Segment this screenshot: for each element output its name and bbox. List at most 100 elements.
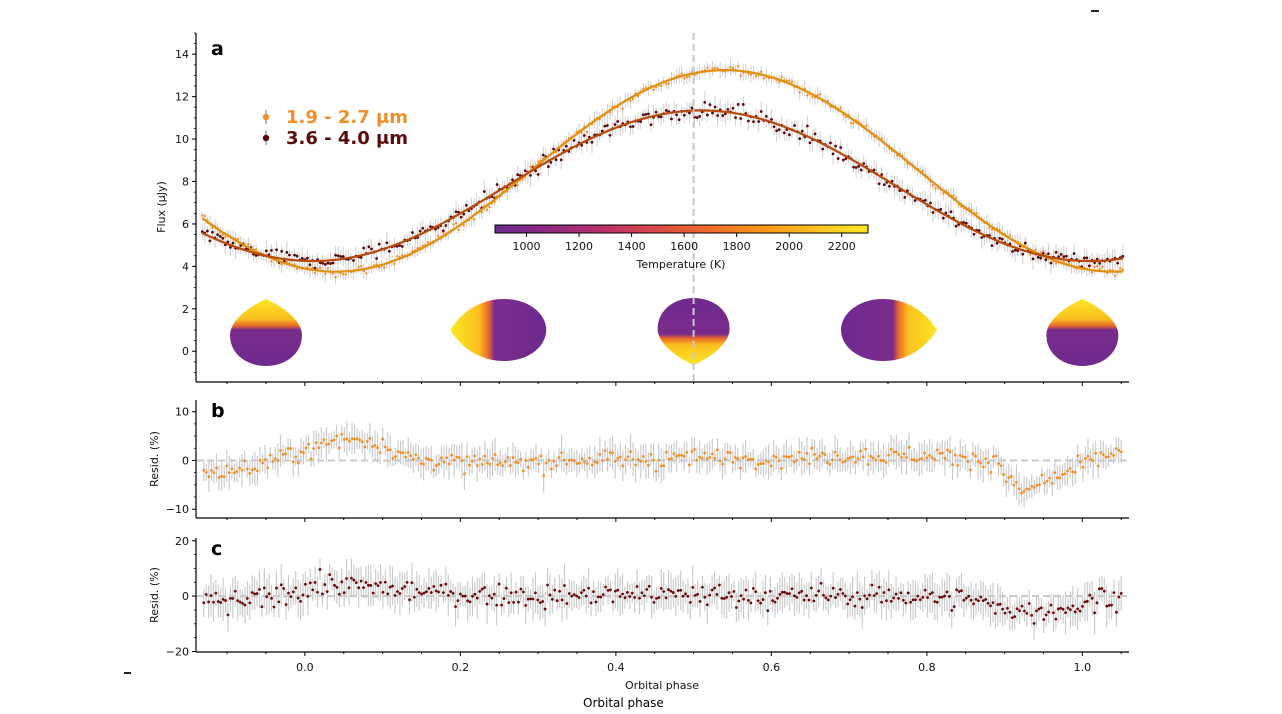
- residual-point: [905, 456, 908, 459]
- residual-point: [657, 458, 661, 462]
- residual-point: [316, 590, 319, 594]
- residual-point: [291, 590, 295, 594]
- data-point-long: [711, 111, 714, 115]
- residual-point: [986, 601, 990, 605]
- residual-point: [1109, 452, 1113, 455]
- data-point-long: [1057, 255, 1061, 259]
- residual-point: [236, 599, 240, 603]
- residual-point: [267, 592, 271, 596]
- residual-point: [1006, 606, 1009, 610]
- residual-point: [335, 585, 339, 589]
- residual-point: [314, 441, 318, 445]
- residual-point: [598, 452, 602, 456]
- residual-point: [279, 449, 282, 452]
- residual-point: [667, 457, 671, 461]
- panel-c-points: [202, 568, 1123, 625]
- residual-point: [897, 597, 900, 600]
- residual-point: [828, 462, 832, 466]
- residual-point: [379, 581, 382, 584]
- y-tick-label: 12: [175, 91, 189, 104]
- residual-point: [698, 455, 701, 459]
- residual-point: [323, 583, 327, 586]
- residual-point: [1071, 604, 1075, 608]
- data-point-short: [865, 124, 868, 127]
- residual-point: [793, 594, 796, 598]
- residual-point: [1042, 618, 1046, 621]
- panel-b-points: [202, 432, 1123, 495]
- residual-point: [381, 590, 385, 594]
- data-point-long: [321, 261, 325, 265]
- residual-point: [289, 447, 293, 450]
- residual-point: [981, 465, 985, 469]
- residual-point: [767, 460, 770, 464]
- data-point-long: [808, 141, 812, 145]
- residual-point: [907, 445, 911, 449]
- data-point-long: [288, 253, 291, 257]
- y-tick-label: −20: [166, 645, 189, 658]
- residual-point: [215, 466, 218, 470]
- residual-point: [851, 455, 855, 459]
- residual-point: [214, 591, 218, 595]
- data-point-short: [221, 233, 224, 237]
- residual-point: [698, 600, 702, 603]
- residual-point: [302, 451, 305, 455]
- residual-point: [592, 590, 595, 594]
- data-point-long: [877, 182, 881, 186]
- residual-point: [812, 599, 816, 603]
- data-point-long: [739, 117, 743, 120]
- residual-point: [734, 606, 738, 609]
- residual-point: [427, 587, 431, 590]
- data-point-long: [862, 162, 866, 165]
- y-tick-label: 4: [182, 260, 189, 273]
- residual-point: [465, 455, 469, 459]
- residual-point: [526, 465, 530, 469]
- residual-point: [386, 448, 390, 452]
- residual-point: [547, 458, 551, 462]
- residual-point: [427, 457, 431, 461]
- residual-point: [713, 456, 717, 460]
- colorbar-label: Temperature (K): [636, 258, 726, 271]
- residual-point: [790, 587, 794, 591]
- residual-point: [912, 458, 916, 462]
- data-point-long: [1031, 257, 1035, 261]
- residual-point: [1119, 592, 1123, 595]
- residual-point: [744, 588, 748, 592]
- residual-point: [722, 597, 726, 600]
- data-point-long: [205, 229, 209, 233]
- data-point-long: [1121, 254, 1125, 258]
- y-tick-label: 10: [175, 133, 189, 146]
- data-point-long: [341, 255, 345, 258]
- data-point-long: [759, 110, 763, 113]
- residual-point: [534, 457, 538, 460]
- residual-point: [925, 456, 929, 460]
- data-point-long: [788, 133, 791, 137]
- panel-a-errorbars: [201, 58, 1124, 285]
- panel-c-ylabel: Resid. (%): [148, 567, 161, 623]
- residual-point: [410, 581, 414, 585]
- y-tick-label: 0: [182, 454, 189, 467]
- residual-point: [631, 458, 635, 461]
- residual-point: [307, 442, 310, 446]
- residual-point: [870, 583, 874, 587]
- residual-point: [596, 595, 600, 599]
- residual-point: [245, 467, 249, 471]
- residual-point: [552, 459, 556, 463]
- residual-point: [680, 453, 684, 457]
- residual-point: [630, 591, 634, 595]
- data-point-long: [646, 112, 650, 116]
- residual-point: [1107, 604, 1111, 607]
- residual-point: [613, 459, 617, 463]
- residual-point: [312, 447, 316, 450]
- residual-point: [1047, 610, 1051, 614]
- residual-point: [238, 466, 241, 470]
- data-point-long: [1049, 261, 1053, 265]
- data-point-long: [580, 143, 584, 147]
- residual-point: [1054, 617, 1058, 621]
- residual-point: [843, 459, 847, 463]
- residual-point: [230, 467, 234, 471]
- residual-point: [1001, 607, 1005, 611]
- data-point-short: [383, 266, 386, 269]
- residual-point: [577, 596, 581, 599]
- x-tick-label: 0.2: [452, 661, 470, 674]
